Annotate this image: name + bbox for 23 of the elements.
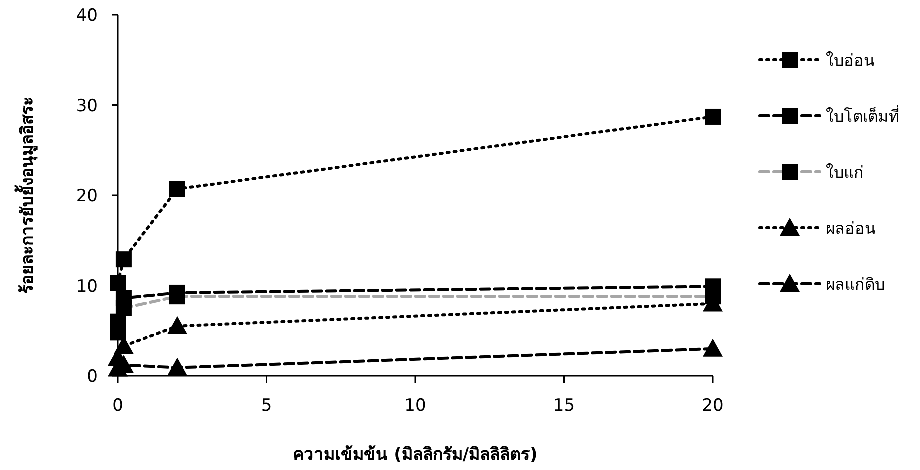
legend-label: ใบอ่อน: [826, 51, 875, 70]
legend-label: ผลแก่ดิบ: [826, 275, 885, 294]
x-tick-label: 0: [112, 396, 124, 416]
point: [703, 338, 723, 357]
y-tick-label: 40: [76, 6, 98, 26]
x-tick-label: 20: [702, 396, 724, 416]
x-tick-label: 10: [404, 396, 426, 416]
y-tick-label: 30: [76, 96, 98, 116]
x-tick-label: 15: [553, 396, 576, 416]
point: [116, 252, 132, 268]
y-tick-label: 0: [87, 367, 98, 387]
point: [168, 358, 188, 376]
y-tick-label: 10: [76, 276, 98, 297]
point: [110, 275, 126, 292]
point: [170, 181, 186, 198]
x-tick-label: 5: [261, 396, 272, 416]
legend-label: ใบโตเต็มที่: [826, 105, 900, 126]
legend-label: ผลอ่อน: [826, 219, 876, 238]
point: [168, 316, 188, 334]
y-tick-label: 20: [76, 186, 98, 206]
y-axis-title: ร้อยละการยับยั้งอนุมูลอิสระ: [14, 97, 39, 294]
legend-label: ใบแก่: [826, 163, 864, 182]
x-axis-title: ความเข้มข้น (มิลลิกรัม/มิลลิลิตร): [293, 445, 538, 465]
